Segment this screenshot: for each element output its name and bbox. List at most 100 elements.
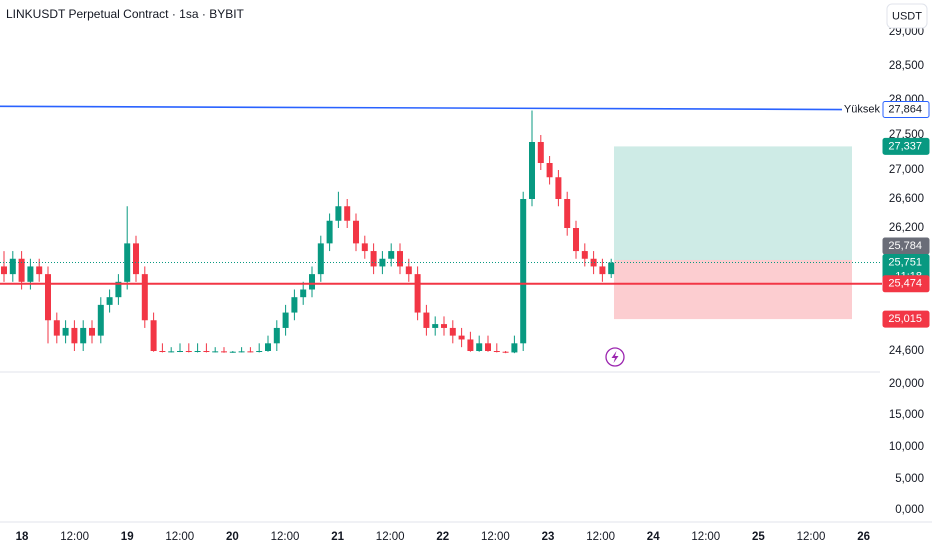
candle-body	[449, 327, 456, 336]
candle-body	[185, 351, 192, 352]
candle-body	[238, 351, 245, 353]
candle-body	[291, 297, 298, 313]
candle-body	[476, 343, 483, 351]
candle-body	[177, 351, 183, 352]
candle-body	[573, 228, 579, 252]
candle-body	[265, 343, 271, 351]
candle-body	[344, 206, 351, 221]
candle-body	[115, 281, 122, 298]
x-tick-label: 12:00	[376, 531, 405, 543]
x-tick-label: 22	[436, 531, 449, 543]
candle-body	[159, 351, 166, 352]
candle-body	[97, 304, 104, 336]
candle-body	[168, 351, 175, 353]
currency-label[interactable]: USDT	[892, 10, 922, 22]
candle-body	[458, 335, 465, 340]
x-tick-label: 12:00	[481, 531, 510, 543]
price-tag	[882, 310, 930, 328]
price-tag	[882, 101, 930, 119]
candle-body	[502, 351, 509, 353]
candle-body	[9, 258, 16, 275]
candle-body	[53, 320, 60, 336]
candle-body	[80, 327, 87, 344]
price-tag-label: 27,864	[888, 103, 922, 115]
x-tick-label: 20	[226, 531, 239, 543]
alert-icon[interactable]	[605, 347, 625, 367]
candle-body	[1, 266, 7, 275]
candle-body	[106, 297, 113, 305]
y-tick-label: 5,000	[895, 473, 924, 485]
candle-body	[194, 351, 201, 352]
x-tick-label: 12:00	[797, 531, 826, 543]
candle-body	[71, 327, 78, 344]
candle-body	[555, 177, 562, 199]
target-zone	[614, 146, 852, 260]
candle-body	[309, 274, 315, 290]
candle-body	[27, 266, 34, 282]
candle-body	[511, 343, 518, 353]
candle-body	[493, 351, 500, 352]
candle-body	[397, 251, 403, 267]
candle-body	[133, 243, 139, 275]
candle-body	[124, 243, 131, 282]
candle-body	[361, 243, 368, 252]
trendline-label: Yüksek	[844, 103, 881, 115]
stop-zone	[614, 259, 852, 320]
price-tag-label: 25,784	[888, 240, 922, 252]
price-tag	[882, 275, 930, 293]
candle-body	[537, 142, 544, 163]
candle-body	[529, 142, 535, 199]
plot-area	[1, 110, 852, 354]
candle-body	[485, 343, 491, 351]
price-tag	[882, 237, 930, 255]
price-tags: 27,86427,33725,78425,75111:1825,47425,01…	[882, 101, 930, 328]
candle-body	[36, 266, 43, 275]
candle-body	[221, 351, 227, 353]
price-tag-label: 25,751	[888, 256, 922, 268]
candle-body	[326, 220, 333, 244]
candle-body	[335, 206, 342, 221]
price-tag-label: 25,474	[888, 278, 922, 290]
candle-body	[388, 251, 395, 259]
x-tick-label: 19	[121, 531, 134, 543]
y-tick-label: 10,000	[889, 441, 924, 453]
candle-body	[273, 327, 280, 344]
x-tick-label: 12:00	[691, 531, 720, 543]
y-tick-label: 20,000	[889, 378, 924, 390]
y-tick-label: 15,000	[889, 409, 924, 421]
candle-body	[379, 258, 386, 267]
candle-body	[212, 351, 219, 353]
y-tick-label: 29,000	[889, 26, 924, 38]
price-axis: 29,00028,50028,00027,50027,00026,60026,2…	[889, 26, 924, 516]
x-tick-label: 24	[647, 531, 660, 543]
trendline	[0, 105, 843, 111]
y-tick-label: 28,500	[889, 60, 924, 72]
candle-body	[546, 163, 553, 178]
y-tick-label: 26,600	[889, 193, 924, 205]
candle-body	[564, 199, 571, 228]
candle-body	[590, 258, 597, 267]
x-tick-label: 26	[857, 531, 870, 543]
y-tick-label: 24,600	[889, 345, 924, 357]
x-tick-label: 21	[331, 531, 344, 543]
x-tick-label: 12:00	[60, 531, 89, 543]
candle-body	[599, 266, 606, 275]
candle-body	[370, 251, 377, 267]
y-tick-label: 0,000	[895, 504, 924, 516]
x-tick-label: 23	[542, 531, 555, 543]
candle-body	[467, 339, 474, 351]
candle-body	[300, 289, 307, 298]
price-tag-label: 25,015	[888, 313, 922, 325]
price-tag-label: 27,337	[888, 140, 922, 152]
candle-body	[432, 324, 439, 328]
candle-body	[203, 351, 210, 352]
currency-button[interactable]	[886, 3, 928, 29]
candle-body	[608, 262, 615, 275]
x-tick-label: 25	[752, 531, 765, 543]
candle-body	[256, 351, 263, 352]
y-tick-label: 27,000	[889, 164, 924, 176]
candle-body	[353, 220, 359, 244]
x-tick-label: 18	[16, 531, 29, 543]
